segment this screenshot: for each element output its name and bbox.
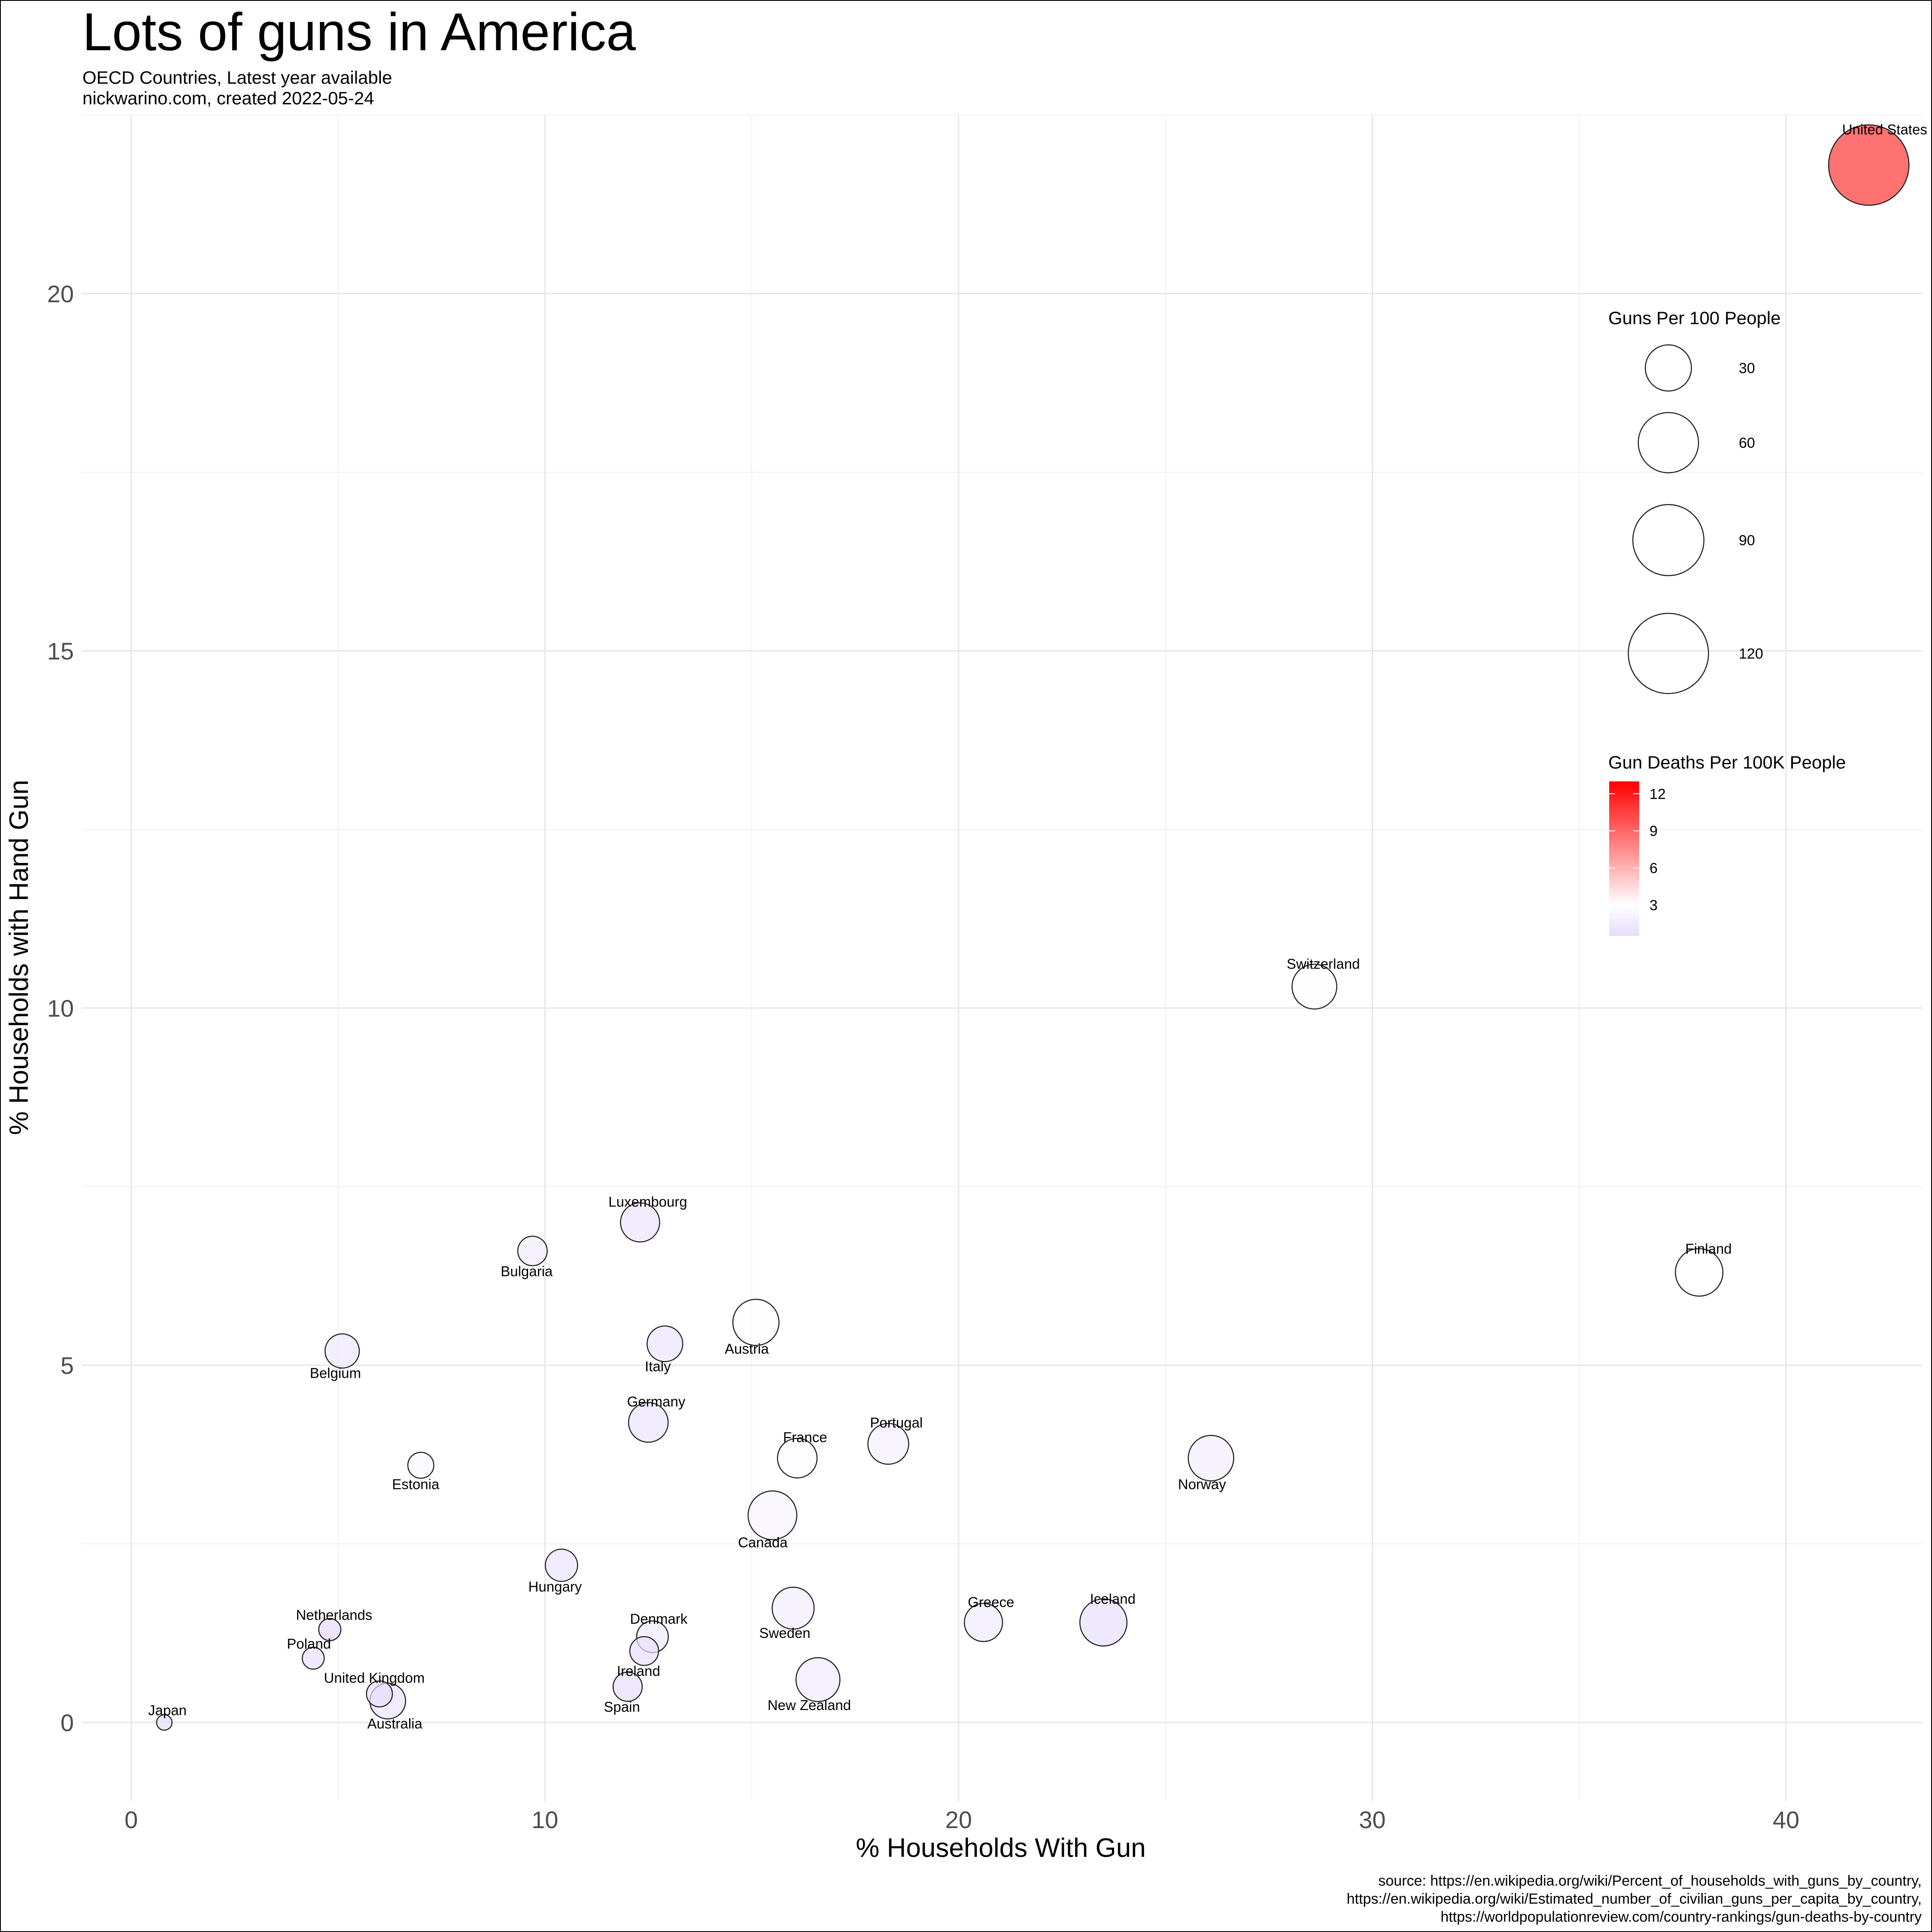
- chart-title: Lots of guns in America: [82, 3, 636, 62]
- point-label: Denmark: [630, 1611, 687, 1627]
- size-legend: Guns Per 100 People 30 60 90 120: [1608, 308, 1781, 694]
- data-points: [156, 124, 1910, 1731]
- x-tick-label: 40: [1773, 1806, 1799, 1833]
- data-point: [1675, 1248, 1724, 1297]
- data-point: [1188, 1435, 1234, 1482]
- point-label: Bulgaria: [501, 1263, 553, 1279]
- data-point: [366, 1680, 393, 1707]
- data-point: [545, 1549, 578, 1582]
- size-legend-label: 60: [1739, 435, 1755, 451]
- size-legend-key: [1628, 613, 1709, 694]
- y-tick-label: 0: [61, 1709, 74, 1736]
- data-point: [628, 1402, 669, 1443]
- data-point: [324, 1333, 360, 1369]
- point-label: Austria: [725, 1341, 769, 1357]
- point-label: Hungary: [529, 1579, 582, 1595]
- point-label: Portugal: [870, 1415, 923, 1431]
- y-tick-label: 10: [47, 995, 74, 1022]
- y-axis-label: % Households with Hand Gun: [4, 780, 34, 1135]
- point-label: Spain: [604, 1699, 640, 1715]
- data-point: [963, 1603, 1003, 1642]
- point-label: Germany: [627, 1394, 686, 1410]
- point-label: France: [783, 1429, 827, 1445]
- x-tick-label: 30: [1359, 1806, 1385, 1833]
- size-legend-key: [1632, 504, 1705, 577]
- chart-subtitle: OECD Countries, Latest year available: [82, 67, 392, 88]
- x-axis-ticks: 0 10 20 30 40: [125, 1806, 1799, 1833]
- point-label: Australia: [367, 1716, 422, 1732]
- y-tick-label: 15: [47, 638, 74, 665]
- caption-line: https://en.wikipedia.org/wiki/Estimated_…: [1346, 1891, 1922, 1907]
- data-point: [1828, 124, 1910, 206]
- color-legend-title: Gun Deaths Per 100K People: [1608, 752, 1846, 772]
- point-label: Canada: [738, 1534, 788, 1550]
- x-tick-label: 20: [945, 1806, 972, 1833]
- data-point: [629, 1636, 659, 1666]
- data-point: [795, 1657, 841, 1702]
- color-legend-label: 9: [1649, 823, 1658, 839]
- data-point: [407, 1452, 434, 1479]
- point-label: Sweden: [759, 1625, 810, 1641]
- point-label: Netherlands: [296, 1607, 372, 1623]
- data-point: [517, 1236, 548, 1267]
- color-legend-label: 3: [1649, 897, 1658, 914]
- chart-credit: nickwarino.com, created 2022-05-24: [82, 88, 374, 108]
- point-label: Ireland: [617, 1663, 660, 1679]
- data-point: [612, 1671, 643, 1702]
- point-label: United Kingdom: [324, 1670, 425, 1686]
- y-axis-ticks: 0 5 10 15 20: [47, 280, 74, 1736]
- data-point: [620, 1202, 660, 1242]
- point-label: Iceland: [1090, 1591, 1136, 1607]
- size-legend-title: Guns Per 100 People: [1608, 308, 1781, 328]
- size-legend-label: 30: [1739, 360, 1755, 377]
- point-label: Finland: [1685, 1241, 1732, 1257]
- data-point: [747, 1490, 798, 1540]
- color-legend-label: 12: [1649, 786, 1666, 802]
- x-tick-label: 10: [532, 1806, 558, 1833]
- point-label: Poland: [287, 1636, 331, 1652]
- x-tick-label: 0: [125, 1806, 138, 1833]
- color-legend-label: 6: [1649, 860, 1658, 877]
- y-tick-label: 5: [61, 1352, 74, 1379]
- color-legend-bar: [1609, 781, 1639, 936]
- point-label: Italy: [645, 1358, 671, 1374]
- point-label: Estonia: [392, 1476, 440, 1492]
- point-label: Belgium: [310, 1365, 361, 1381]
- grid-lines: [82, 115, 1923, 1801]
- data-point: [777, 1437, 818, 1479]
- data-point: [1291, 963, 1337, 1010]
- point-label: Greece: [968, 1594, 1014, 1610]
- chart-caption: source: https://en.wikipedia.org/wiki/Pe…: [1347, 1872, 1922, 1926]
- size-legend-key: [1645, 344, 1692, 392]
- data-point: [867, 1423, 909, 1465]
- point-label: Luxembourg: [608, 1194, 687, 1209]
- point-label: New Zealand: [768, 1697, 851, 1713]
- data-point: [318, 1618, 342, 1641]
- caption-line: source: https://en.wikipedia.org/wiki/Pe…: [1378, 1873, 1922, 1889]
- data-point: [1079, 1598, 1128, 1647]
- data-point: [772, 1586, 815, 1630]
- data-point: [646, 1325, 683, 1362]
- point-label: Japan: [148, 1702, 187, 1718]
- data-point: [301, 1646, 325, 1670]
- size-legend-label: 90: [1739, 532, 1755, 549]
- point-label: Norway: [1178, 1476, 1226, 1492]
- point-label: United States: [1842, 122, 1927, 137]
- data-point: [732, 1299, 780, 1346]
- point-label: Switzerland: [1287, 956, 1360, 972]
- size-legend-label: 120: [1739, 646, 1763, 662]
- x-axis-label: % Households With Gun: [856, 1833, 1145, 1863]
- color-legend: Gun Deaths Per 100K People 3 6 9 12: [1608, 752, 1846, 936]
- y-tick-label: 20: [47, 280, 74, 307]
- caption-line: https://worldpopulationreview.com/countr…: [1440, 1909, 1922, 1925]
- size-legend-key: [1637, 412, 1699, 474]
- point-labels: United States Switzerland Finland Luxembour…: [148, 122, 1927, 1732]
- data-point: [156, 1714, 173, 1731]
